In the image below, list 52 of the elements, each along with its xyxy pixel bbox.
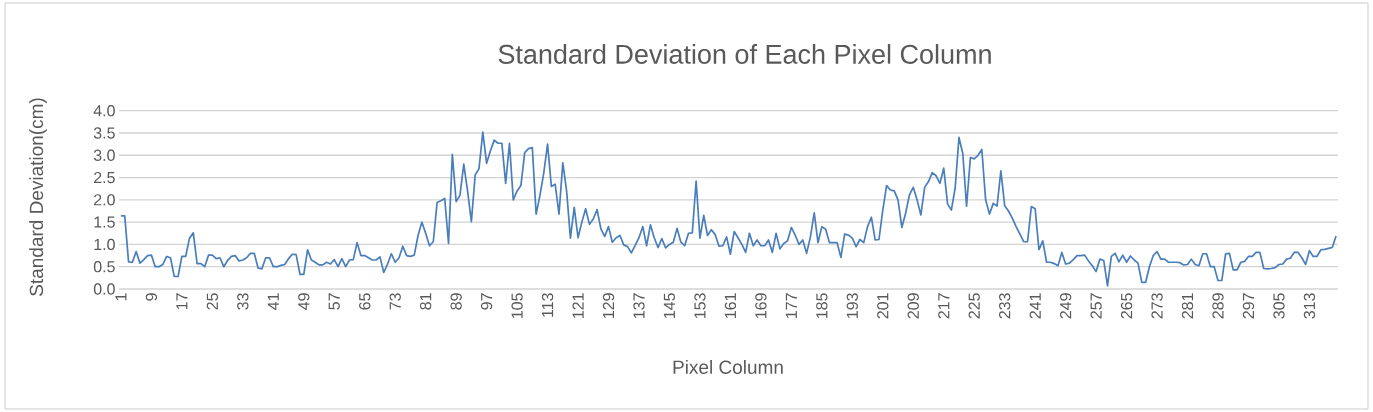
x-tick-label: 257 (1090, 293, 1102, 319)
y-tick-label: 3.5 (93, 127, 115, 139)
x-tick-label: 137 (633, 293, 645, 318)
x-tick-label: 185 (816, 293, 828, 318)
x-tick-label: 169 (755, 293, 767, 318)
x-tick-label: 57 (328, 293, 340, 310)
x-tick-label: 121 (572, 293, 584, 318)
y-tick-label: 4.0 (93, 105, 115, 117)
x-tick-label: 81 (420, 293, 432, 310)
y-tick-label: 2.0 (94, 194, 115, 206)
y-tick-label: 3.0 (93, 149, 115, 161)
x-tick-label: 97 (480, 293, 493, 310)
x-tick-label: 33 (237, 293, 249, 310)
x-tick-label: 201 (877, 293, 889, 319)
x-tick-label: 177 (785, 293, 797, 318)
x-tick-label: 129 (602, 293, 615, 318)
x-tick-label: 265 (1120, 293, 1133, 319)
x-tick-label: 305 (1273, 293, 1285, 319)
y-axis-title: Standard Deviation(cm) (29, 98, 47, 296)
x-tick-label: 9 (145, 293, 158, 301)
x-tick-label: 281 (1181, 293, 1194, 319)
x-tick-label: 65 (359, 293, 371, 310)
x-tick-label: 89 (450, 293, 462, 310)
x-tick-label: 17 (176, 293, 188, 310)
x-tick-label: 153 (694, 293, 706, 318)
x-tick-label: 209 (907, 293, 919, 319)
x-tick-label: 145 (663, 293, 676, 318)
y-tick-label: 0.0 (93, 283, 115, 295)
x-tick-label: 161 (724, 293, 737, 318)
x-tick-label: 241 (1029, 293, 1041, 319)
x-tick-label: 225 (968, 293, 980, 319)
x-tick-label: 49 (298, 293, 310, 310)
x-tick-label: 1 (115, 293, 127, 301)
x-tick-label: 233 (999, 293, 1011, 319)
x-tick-label: 217 (938, 293, 950, 319)
y-tick-label: 2.5 (94, 171, 115, 184)
x-tick-label: 313 (1303, 293, 1316, 319)
y-tick-label: 1.0 (94, 238, 115, 251)
x-tick-label: 41 (267, 293, 279, 310)
y-tick-label: 0.5 (93, 261, 115, 273)
chart-title: Standard Deviation of Each Pixel Column (498, 44, 991, 64)
x-tick-label: 193 (846, 293, 858, 318)
x-tick-label: 273 (1151, 293, 1163, 319)
x-tick-label: 289 (1212, 293, 1224, 319)
x-tick-label: 73 (389, 293, 401, 310)
x-axis-title: Pixel Column (673, 360, 783, 374)
x-tick-label: 113 (541, 293, 554, 317)
x-tick-label: 297 (1242, 293, 1255, 319)
y-tick-label: 1.5 (94, 216, 115, 228)
x-tick-label: 25 (206, 293, 219, 310)
x-tick-label: 249 (1059, 293, 1072, 319)
x-tick-label: 105 (511, 293, 523, 318)
